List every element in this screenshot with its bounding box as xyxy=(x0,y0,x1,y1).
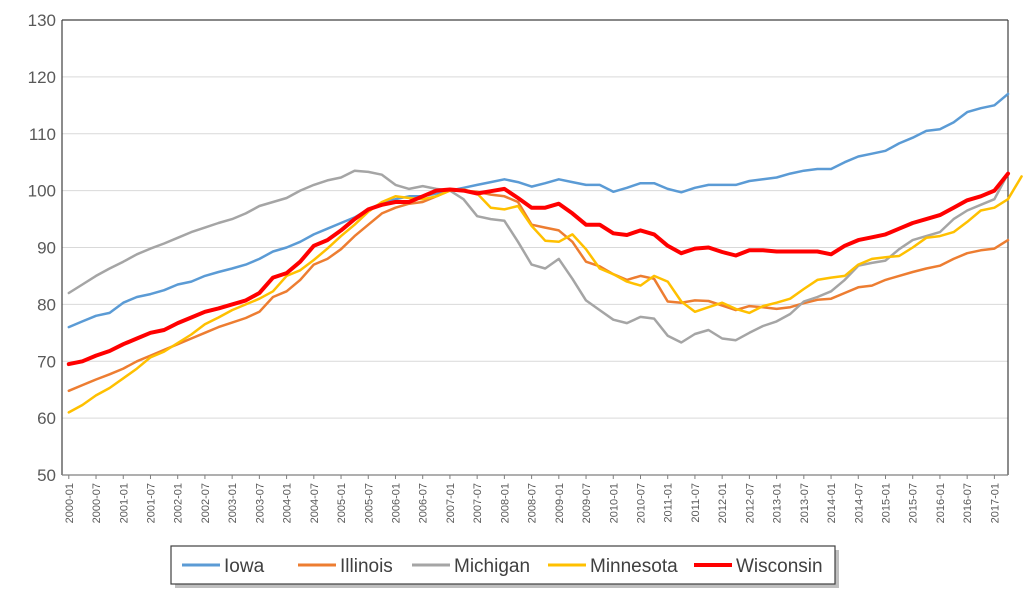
x-tick-label: 2004-07 xyxy=(309,483,321,523)
x-tick-label: 2016-07 xyxy=(962,483,974,523)
x-tick-label: 2005-07 xyxy=(363,483,375,523)
x-tick-label: 2008-01 xyxy=(499,483,511,523)
x-tick-label: 2012-01 xyxy=(717,483,729,523)
x-tick-label: 2014-07 xyxy=(853,483,865,523)
legend-label-wisconsin: Wisconsin xyxy=(736,556,823,577)
x-tick-label: 2008-07 xyxy=(527,483,539,523)
x-tick-label: 2017-01 xyxy=(989,483,1001,523)
x-tick-label: 2016-01 xyxy=(935,483,947,523)
y-tick-label: 90 xyxy=(37,239,56,258)
series-line-wisconsin xyxy=(66,171,1010,367)
x-tick-label: 2003-07 xyxy=(254,483,266,523)
series-line-iowa xyxy=(67,92,1010,329)
y-tick-label: 80 xyxy=(37,295,56,314)
y-tick-label: 130 xyxy=(28,11,56,30)
y-tick-label: 100 xyxy=(28,182,56,201)
legend-label-michigan: Michigan xyxy=(454,556,530,577)
legend-label-iowa: Iowa xyxy=(224,556,265,577)
x-axis-tick-labels: 2000-01 2000-07 2001-01 2001-07 2002-01 2002-… xyxy=(64,475,1001,523)
y-tick-label: 50 xyxy=(37,466,56,485)
x-tick-label: 2012-07 xyxy=(744,483,756,523)
legend: Iowa Illinois Michigan Minnesota Wisconsin xyxy=(170,545,839,588)
x-tick-label: 2000-07 xyxy=(91,483,103,523)
x-tick-label: 2006-07 xyxy=(418,483,430,523)
x-tick-label: 2015-07 xyxy=(908,483,920,523)
x-tick-label: 2006-01 xyxy=(390,483,402,523)
x-tick-label: 2002-07 xyxy=(200,483,212,523)
x-tick-label: 2013-07 xyxy=(799,483,811,523)
x-tick-label: 2007-01 xyxy=(445,483,457,523)
x-tick-label: 2011-07 xyxy=(690,483,702,523)
x-tick-label: 2015-01 xyxy=(880,483,892,523)
legend-label-minnesota: Minnesota xyxy=(590,556,678,577)
x-tick-label: 2010-01 xyxy=(608,483,620,523)
x-tick-label: 2001-01 xyxy=(118,483,130,523)
x-tick-label: 2004-01 xyxy=(282,483,294,523)
x-tick-label: 2003-01 xyxy=(227,483,239,523)
x-tick-label: 2011-01 xyxy=(663,483,675,523)
x-tick-label: 2014-01 xyxy=(826,483,838,523)
x-tick-label: 2001-07 xyxy=(145,483,157,523)
series-line-michigan xyxy=(67,169,1010,344)
series-line-minnesota xyxy=(67,175,1023,414)
y-tick-label: 120 xyxy=(28,68,56,87)
x-tick-label: 2000-01 xyxy=(64,483,76,523)
series-lines xyxy=(66,92,1023,414)
series-line-illinois xyxy=(67,189,1010,393)
x-tick-label: 2002-01 xyxy=(173,483,185,523)
x-tick-label: 2009-07 xyxy=(581,483,593,523)
gridlines xyxy=(62,19,1008,419)
y-axis-tick-labels: 50 60 70 80 90 100 110 120 130 xyxy=(28,11,56,485)
x-tick-label: 2009-01 xyxy=(554,483,566,523)
legend-label-illinois: Illinois xyxy=(340,556,393,577)
y-tick-label: 60 xyxy=(37,409,56,428)
x-tick-label: 2010-07 xyxy=(635,483,647,523)
y-tick-label: 70 xyxy=(37,352,56,371)
y-tick-label: 110 xyxy=(29,125,56,144)
x-tick-label: 2005-01 xyxy=(336,483,348,523)
axes xyxy=(61,19,1009,476)
x-tick-label: 2013-01 xyxy=(772,483,784,523)
x-tick-label: 2007-07 xyxy=(472,483,484,523)
